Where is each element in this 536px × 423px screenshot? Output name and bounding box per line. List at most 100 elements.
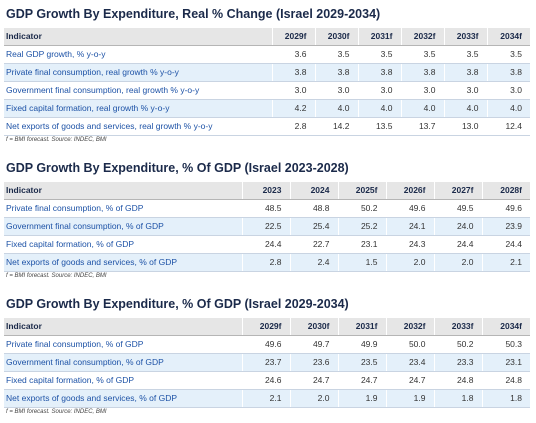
- indicator-cell: Private final consumption, real growth %…: [4, 63, 272, 82]
- header-year: 2029f: [241, 318, 290, 336]
- value-cell: 49.5: [433, 199, 482, 218]
- table-title: GDP Growth By Expenditure, % Of GDP (Isr…: [6, 297, 349, 311]
- value-cell: 1.8: [481, 389, 530, 408]
- value-cell: 23.1: [481, 353, 530, 372]
- table-row: Net exports of goods and services, % of …: [4, 253, 530, 272]
- data-table: Indicator 2029f 2030f 2031f 2032f 2033f …: [4, 28, 530, 136]
- value-cell: 2.8: [271, 117, 315, 136]
- source-note: f = BMI forecast. Source: INDEC, BMI: [6, 137, 107, 143]
- value-cell: 23.1: [337, 235, 386, 254]
- indicator-cell: Net exports of goods and services, % of …: [4, 253, 242, 272]
- table-row: Fixed capital formation, % of GDP 24.6 2…: [4, 371, 530, 390]
- value-cell: 24.7: [385, 371, 434, 390]
- header-year: 2024: [289, 182, 338, 200]
- header-year: 2030f: [289, 318, 338, 336]
- value-cell: 3.5: [400, 45, 444, 64]
- value-cell: 4.2: [271, 99, 315, 118]
- table-row: Private final consumption, % of GDP 49.6…: [4, 335, 530, 354]
- source-note: f = BMI forecast. Source: INDEC, BMI: [6, 409, 107, 415]
- value-cell: 3.8: [443, 63, 487, 82]
- share-of-gdp-2029-2034-section: GDP Growth By Expenditure, % Of GDP (Isr…: [4, 296, 530, 417]
- value-cell: 2.0: [289, 389, 338, 408]
- data-table: Indicator 2029f 2030f 2031f 2032f 2033f …: [4, 318, 530, 408]
- header-year: 2034f: [481, 318, 530, 336]
- header-year: 2030f: [314, 28, 358, 46]
- header-year: 2028f: [481, 182, 530, 200]
- table-header-row: Indicator 2029f 2030f 2031f 2032f 2033f …: [4, 28, 530, 46]
- value-cell: 12.4: [486, 117, 530, 136]
- value-cell: 13.5: [357, 117, 401, 136]
- indicator-cell: Fixed capital formation, % of GDP: [4, 235, 242, 254]
- value-cell: 49.6: [481, 199, 530, 218]
- header-year: 2029f: [271, 28, 315, 46]
- value-cell: 24.6: [241, 371, 290, 390]
- header-year: 2027f: [433, 182, 482, 200]
- table-row: Fixed capital formation, % of GDP 24.4 2…: [4, 235, 530, 254]
- value-cell: 48.8: [289, 199, 338, 218]
- value-cell: 3.0: [271, 81, 315, 100]
- header-year: 2033f: [433, 318, 482, 336]
- indicator-cell: Net exports of goods and services, % of …: [4, 389, 242, 408]
- value-cell: 13.7: [400, 117, 444, 136]
- value-cell: 23.4: [385, 353, 434, 372]
- value-cell: 14.2: [314, 117, 358, 136]
- value-cell: 24.1: [385, 217, 434, 236]
- value-cell: 49.6: [385, 199, 434, 218]
- value-cell: 50.2: [337, 199, 386, 218]
- header-year: 2026f: [385, 182, 434, 200]
- header-year: 2034f: [486, 28, 530, 46]
- value-cell: 2.0: [433, 253, 482, 272]
- value-cell: 25.4: [289, 217, 338, 236]
- value-cell: 4.0: [400, 99, 444, 118]
- indicator-cell: Fixed capital formation, real growth % y…: [4, 99, 272, 118]
- value-cell: 22.7: [289, 235, 338, 254]
- value-cell: 23.6: [289, 353, 338, 372]
- value-cell: 4.0: [314, 99, 358, 118]
- value-cell: 4.0: [443, 99, 487, 118]
- value-cell: 24.7: [289, 371, 338, 390]
- value-cell: 50.3: [481, 335, 530, 354]
- value-cell: 3.8: [400, 63, 444, 82]
- value-cell: 1.9: [337, 389, 386, 408]
- value-cell: 3.5: [314, 45, 358, 64]
- value-cell: 3.5: [486, 45, 530, 64]
- value-cell: 3.8: [357, 63, 401, 82]
- header-year: 2025f: [337, 182, 386, 200]
- value-cell: 24.0: [433, 217, 482, 236]
- value-cell: 49.6: [241, 335, 290, 354]
- table-row: Private final consumption, % of GDP 48.5…: [4, 199, 530, 218]
- indicator-cell: Government final consumption, % of GDP: [4, 353, 242, 372]
- value-cell: 24.4: [241, 235, 290, 254]
- value-cell: 25.2: [337, 217, 386, 236]
- table-row: Private final consumption, real growth %…: [4, 63, 530, 82]
- value-cell: 2.8: [241, 253, 290, 272]
- value-cell: 23.7: [241, 353, 290, 372]
- value-cell: 1.8: [433, 389, 482, 408]
- indicator-cell: Government final consumption, % of GDP: [4, 217, 242, 236]
- indicator-cell: Private final consumption, % of GDP: [4, 335, 242, 354]
- table-row: Government final consumption, real growt…: [4, 81, 530, 100]
- table-row: Real GDP growth, % y-o-y 3.6 3.5 3.5 3.5…: [4, 45, 530, 64]
- value-cell: 3.5: [443, 45, 487, 64]
- value-cell: 3.0: [443, 81, 487, 100]
- source-note: f = BMI forecast. Source: INDEC, BMI: [6, 273, 107, 279]
- share-of-gdp-2023-2028-section: GDP Growth By Expenditure, % Of GDP (Isr…: [4, 160, 530, 281]
- value-cell: 50.2: [433, 335, 482, 354]
- value-cell: 2.1: [241, 389, 290, 408]
- header-indicator: Indicator: [4, 318, 242, 336]
- value-cell: 3.0: [400, 81, 444, 100]
- value-cell: 24.4: [433, 235, 482, 254]
- value-cell: 24.7: [337, 371, 386, 390]
- value-cell: 3.6: [271, 45, 315, 64]
- table-row: Government final consumption, % of GDP 2…: [4, 217, 530, 236]
- value-cell: 24.4: [481, 235, 530, 254]
- indicator-cell: Government final consumption, real growt…: [4, 81, 272, 100]
- value-cell: 4.0: [357, 99, 401, 118]
- table-row: Government final consumption, % of GDP 2…: [4, 353, 530, 372]
- table-header-row: Indicator 2023 2024 2025f 2026f 2027f 20…: [4, 182, 530, 200]
- table-title: GDP Growth By Expenditure, % Of GDP (Isr…: [6, 161, 349, 175]
- value-cell: 24.8: [433, 371, 482, 390]
- value-cell: 3.0: [357, 81, 401, 100]
- header-year: 2032f: [385, 318, 434, 336]
- header-indicator: Indicator: [4, 182, 242, 200]
